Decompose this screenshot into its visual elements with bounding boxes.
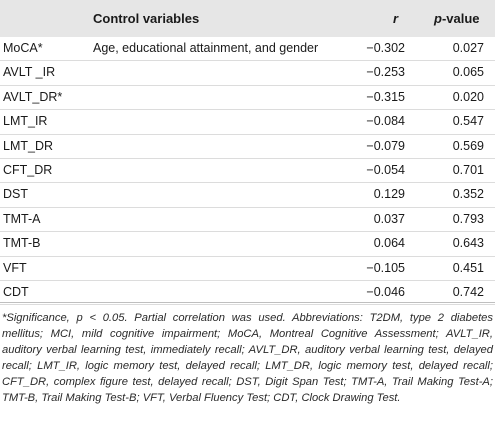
table-row: LMT_DR −0.079 0.569 (0, 135, 495, 159)
cell-r: 0.037 (373, 211, 405, 226)
cell-p-value: 0.065 (452, 65, 484, 80)
cell-p-value: 0.451 (452, 260, 484, 275)
cell-p-value: 0.020 (452, 89, 484, 104)
table-footnote: *Significance, p < 0.05. Partial correla… (2, 312, 493, 405)
header-r: r (393, 11, 399, 26)
cell-r: −0.046 (366, 284, 405, 299)
cell-p-value: 0.793 (452, 211, 484, 226)
table-row: TMT-A 0.037 0.793 (0, 208, 495, 233)
header-p-suffix: -value (441, 11, 480, 26)
cell-variable: DST (3, 187, 28, 202)
cell-p-value: 0.352 (452, 187, 484, 202)
cell-p-value: 0.701 (452, 162, 484, 177)
cell-r: 0.129 (373, 187, 405, 202)
table-row: CFT_DR −0.054 0.701 (0, 159, 495, 184)
cell-r: −0.084 (366, 114, 405, 129)
header-control-variables: Control variables (93, 11, 200, 26)
cell-variable: VFT (3, 260, 27, 275)
cell-r: −0.315 (366, 89, 405, 104)
cell-variable: LMT_IR (3, 114, 48, 129)
table-row: AVLT _IR −0.253 0.065 (0, 61, 495, 86)
table-row: MoCA* Age, educational attainment, and ge… (0, 37, 495, 62)
cell-r: 0.064 (373, 236, 405, 251)
cell-variable: TMT-B (3, 236, 41, 251)
table-header: Control variables r p-value (0, 0, 495, 37)
cell-p-value: 0.547 (452, 114, 484, 129)
cell-variable: LMT_DR (3, 138, 54, 153)
table-body: MoCA* Age, educational attainment, and ge… (0, 37, 495, 306)
cell-r: −0.253 (366, 65, 405, 80)
table-row: VFT −0.105 0.451 (0, 257, 495, 281)
cell-variable: AVLT_DR* (3, 89, 63, 104)
cell-r: −0.302 (366, 41, 405, 55)
header-p-letter: p (434, 11, 442, 26)
cell-r: −0.105 (366, 260, 405, 275)
cell-r: −0.054 (366, 162, 405, 177)
header-p-value: p-value (434, 11, 480, 27)
table-bottom-rule (0, 302, 495, 303)
table-row: AVLT_DR* −0.315 0.020 (0, 86, 495, 111)
cell-variable: TMT-A (3, 211, 41, 226)
cell-p-value: 0.027 (452, 41, 484, 55)
cell-p-value: 0.643 (452, 236, 484, 251)
table-row: TMT-B 0.064 0.643 (0, 232, 495, 257)
table-row: DST 0.129 0.352 (0, 183, 495, 208)
cell-variable: AVLT _IR (3, 65, 56, 80)
table-row: CDT −0.046 0.742 (0, 281, 495, 306)
cell-control-variables: Age, educational attainment, and gender (93, 41, 319, 55)
table-row: LMT_IR −0.084 0.547 (0, 110, 495, 135)
correlation-table: Control variables r p-value MoCA* Age, ed… (0, 0, 495, 306)
cell-p-value: 0.569 (452, 138, 484, 153)
cell-variable: CDT (3, 284, 29, 299)
cell-variable: CFT_DR (3, 162, 53, 177)
cell-variable: MoCA* (3, 41, 43, 55)
cell-r: −0.079 (366, 138, 405, 153)
cell-p-value: 0.742 (452, 284, 484, 299)
